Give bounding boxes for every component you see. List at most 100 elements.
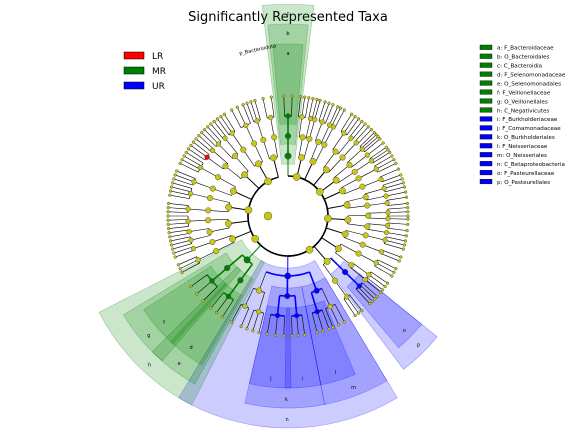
- taxon-node: [203, 128, 207, 132]
- taxon-node: [230, 187, 237, 195]
- taxon-node: [168, 193, 172, 197]
- taxon-node: [327, 327, 331, 331]
- biomarker-legend-swatch-a: [479, 44, 493, 50]
- taxon-node: [185, 218, 191, 224]
- tree-branch: [253, 143, 263, 162]
- taxon-node: [268, 114, 274, 121]
- taxon-node: [370, 299, 374, 303]
- tree-branch: [231, 132, 244, 150]
- taxon-node: [205, 207, 212, 214]
- class-legend-label-lr: LR: [152, 52, 163, 62]
- tree-branch: [387, 222, 408, 225]
- taxon-node: [189, 143, 193, 148]
- taxon-node: [331, 325, 335, 329]
- biomarker-legend-label-p: p: O_Pasteurellales: [497, 180, 550, 186]
- tree-branch: [384, 182, 404, 189]
- clade-highlight-h: [98, 239, 265, 406]
- biomarker-node-e: [237, 277, 244, 284]
- taxon-node: [401, 181, 405, 185]
- clade-highlight-a: [272, 43, 304, 125]
- tree-branch: [201, 132, 217, 147]
- taxon-node: [400, 177, 404, 181]
- chart-title: Significantly Represented Taxa: [188, 10, 388, 25]
- taxon-node: [373, 260, 379, 266]
- taxon-node: [339, 106, 343, 110]
- taxon-node: [172, 177, 176, 181]
- tree-branch: [308, 98, 314, 119]
- taxon-node: [384, 200, 390, 206]
- tree-branch: [173, 178, 193, 186]
- taxon-node: [380, 288, 385, 292]
- clade-highlight-j: [248, 305, 292, 389]
- taxon-node: [368, 302, 372, 306]
- taxon-node: [209, 147, 216, 153]
- tree-branch: [189, 228, 210, 232]
- taxon-node: [309, 158, 317, 165]
- biomarker-legend-label-b: b: O_Bacteroidales: [497, 55, 550, 61]
- taxon-node: [307, 96, 311, 100]
- taxon-node: [169, 189, 173, 193]
- tree-branch: [311, 99, 318, 120]
- tree-branch: [258, 292, 265, 312]
- taxon-node: [355, 175, 362, 182]
- taxon-node: [402, 243, 407, 247]
- taxon-node: [332, 176, 340, 184]
- biomarker-legend-swatch-g: [479, 98, 493, 104]
- taxon-node: [187, 190, 194, 197]
- tree-branch: [346, 118, 359, 136]
- taxon-node: [384, 222, 391, 229]
- taxon-node: [173, 173, 177, 177]
- clade-key-label-c: c: [287, 11, 290, 17]
- taxon-node: [312, 117, 318, 123]
- taxon-node: [341, 230, 349, 238]
- taxon-node: [382, 237, 388, 243]
- tree-branch: [379, 168, 399, 178]
- tree-branch: [316, 311, 324, 331]
- tree-branch: [305, 97, 310, 118]
- tree-branch: [330, 257, 346, 273]
- taxon-node: [184, 150, 188, 155]
- tree-branch: [222, 299, 234, 317]
- taxon-node: [282, 94, 286, 98]
- tree-branch: [329, 306, 339, 325]
- clade-highlight-c: [261, 3, 315, 165]
- tree-branch: [362, 244, 382, 253]
- tree-branch: [224, 114, 236, 132]
- taxon-node: [231, 153, 238, 160]
- tree-branch: [354, 160, 372, 173]
- tree-arc: [287, 237, 323, 257]
- tree-branch: [369, 146, 387, 159]
- taxon-node: [167, 231, 171, 235]
- taxon-node: [194, 137, 198, 141]
- tree-branch: [331, 108, 341, 127]
- taxon-node: [337, 323, 341, 327]
- tree-branch: [387, 207, 408, 210]
- taxon-node: [167, 201, 171, 206]
- tree-branch: [213, 121, 227, 138]
- taxon-node: [307, 115, 314, 122]
- tree-branch: [237, 107, 247, 126]
- taxon-node: [348, 135, 354, 141]
- tree-branch: [254, 100, 261, 120]
- taxon-node: [215, 141, 222, 147]
- taxon-node: [178, 267, 182, 271]
- tree-branch: [180, 163, 199, 173]
- taxon-node: [341, 130, 347, 136]
- taxon-node: [378, 176, 384, 182]
- taxon-node: [168, 235, 172, 239]
- tree-branch: [362, 282, 378, 297]
- taxon-node: [311, 97, 315, 101]
- taxon-node: [197, 134, 201, 138]
- tree-branch: [334, 109, 345, 128]
- taxon-node: [169, 243, 174, 247]
- biomarker-legend-label-n: n: C_Betaproteobacteria: [497, 162, 565, 168]
- taxon-node: [230, 320, 234, 324]
- tree-branch: [217, 118, 230, 136]
- tree-branch: [346, 196, 366, 203]
- tree-branch: [347, 148, 363, 163]
- tree-branch: [343, 116, 356, 134]
- tree-branch: [298, 116, 303, 137]
- biomarker-node-l: [314, 309, 320, 315]
- taxon-node: [178, 161, 182, 165]
